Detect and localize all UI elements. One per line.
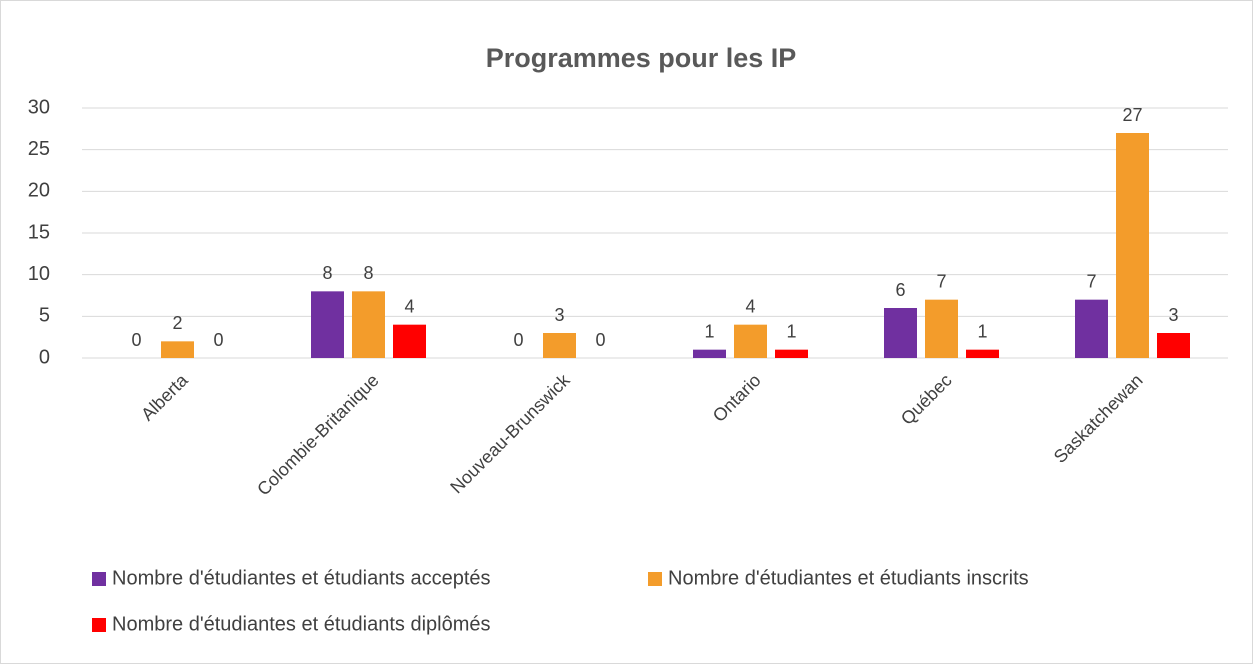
data-label: 27 — [1122, 105, 1142, 125]
data-label: 8 — [322, 263, 332, 283]
legend-label: Nombre d'étudiantes et étudiants diplômé… — [112, 613, 491, 635]
chart-title: Programmes pour les IP — [486, 43, 797, 73]
bar — [966, 349, 999, 358]
bar — [1157, 333, 1190, 358]
legend-swatch — [648, 572, 662, 586]
legend-swatch — [92, 618, 106, 632]
data-label: 0 — [513, 330, 523, 350]
bar — [311, 291, 344, 358]
data-label: 2 — [172, 313, 182, 333]
data-label: 0 — [213, 330, 223, 350]
data-label: 7 — [936, 271, 946, 291]
data-label: 6 — [895, 280, 905, 300]
data-label: 3 — [1168, 305, 1178, 325]
y-tick-label: 25 — [28, 138, 50, 160]
data-label: 7 — [1086, 271, 1096, 291]
data-label: 8 — [363, 263, 373, 283]
data-label: 0 — [595, 330, 605, 350]
bar — [884, 308, 917, 358]
bar — [1075, 299, 1108, 358]
data-label: 4 — [745, 296, 755, 316]
data-label: 4 — [404, 296, 414, 316]
y-tick-label: 15 — [28, 221, 50, 243]
data-label: 0 — [131, 330, 141, 350]
y-tick-label: 5 — [39, 305, 50, 327]
bar — [775, 349, 808, 358]
bar — [393, 324, 426, 358]
bar — [352, 291, 385, 358]
bar — [543, 333, 576, 358]
data-label: 1 — [977, 321, 987, 341]
data-label: 1 — [704, 321, 714, 341]
y-tick-label: 20 — [28, 180, 50, 202]
data-label: 3 — [554, 305, 564, 325]
legend-label: Nombre d'étudiantes et étudiants accepté… — [112, 567, 491, 589]
bar — [693, 349, 726, 358]
legend-label: Nombre d'étudiantes et étudiants inscrit… — [668, 567, 1029, 589]
bar — [925, 299, 958, 358]
legend-swatch — [92, 572, 106, 586]
bar — [1116, 133, 1149, 358]
bar — [161, 341, 194, 358]
bar — [734, 324, 767, 358]
y-tick-label: 30 — [28, 96, 50, 118]
data-label: 1 — [786, 321, 796, 341]
y-tick-label: 10 — [28, 263, 50, 285]
y-tick-label: 0 — [39, 346, 50, 368]
